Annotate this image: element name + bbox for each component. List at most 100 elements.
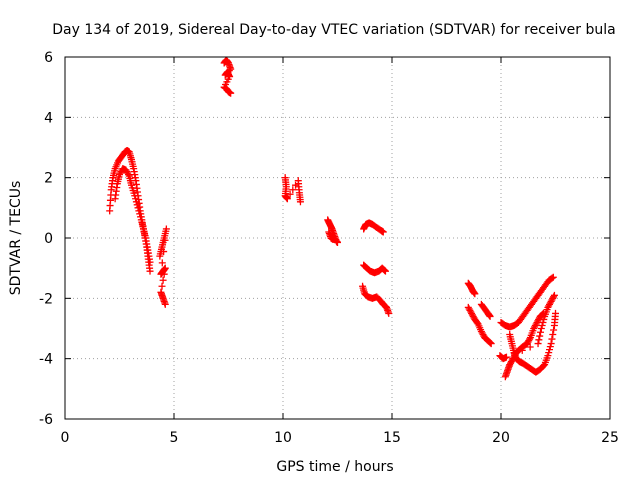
series-arc-4 <box>324 216 341 247</box>
data-point-plus <box>283 195 291 203</box>
data-point-plus <box>160 270 168 278</box>
data-point-plus <box>161 264 169 272</box>
data-point-plus <box>550 326 558 334</box>
data-point-plus <box>134 204 142 212</box>
y-tick-label: -4 <box>39 352 53 368</box>
data-point-plus <box>545 302 553 310</box>
data-point-plus <box>533 318 541 326</box>
series-arc-7c <box>506 309 559 376</box>
data-point-plus <box>468 311 476 319</box>
data-point-plus <box>468 309 476 317</box>
data-point-plus <box>526 343 534 351</box>
data-point-plus <box>478 329 486 337</box>
x-tick-label: 5 <box>170 430 179 446</box>
data-point-plus <box>465 305 473 313</box>
y-tick-label: 2 <box>44 171 53 187</box>
data-point-plus <box>161 300 169 308</box>
data-point-plus <box>552 309 559 317</box>
series-arc-1c <box>156 225 170 308</box>
data-point-plus <box>479 331 487 339</box>
data-point-plus <box>549 273 557 281</box>
data-point-plus <box>525 337 533 345</box>
data-point-plus <box>381 267 389 275</box>
data-point-plus <box>124 169 132 177</box>
data-point-plus <box>539 318 547 326</box>
data-point-plus <box>537 325 545 332</box>
data-point-plus <box>535 336 543 344</box>
data-point-plus <box>161 236 169 244</box>
series-arc-5b <box>360 261 389 277</box>
data-point-plus <box>296 198 304 206</box>
x-tick-label: 25 <box>601 430 619 446</box>
data-point-plus <box>123 168 131 176</box>
data-point-plus <box>162 225 170 233</box>
data-point-plus <box>116 171 123 179</box>
x-tick-label: 10 <box>274 430 292 446</box>
data-point-plus <box>385 309 393 317</box>
data-point-plus <box>507 359 515 367</box>
data-point-plus <box>540 315 548 323</box>
data-point-plus <box>135 207 143 215</box>
data-point-plus <box>146 258 154 266</box>
data-point-plus <box>546 346 554 354</box>
data-point-plus <box>146 267 154 275</box>
data-point-plus <box>473 319 481 327</box>
data-point-plus <box>530 325 538 332</box>
data-point-plus <box>538 321 546 329</box>
data-point-plus <box>531 321 539 329</box>
data-point-plus <box>486 338 494 346</box>
x-tick-label: 15 <box>383 430 401 446</box>
series-arc-6c <box>477 300 494 320</box>
data-point-plus <box>548 274 556 282</box>
data-point-plus <box>524 338 532 346</box>
x-axis-label: GPS time / hours <box>276 459 393 475</box>
data-point-plus <box>124 171 132 179</box>
chart-title: Day 134 of 2019, Sidereal Day-to-day VTE… <box>52 22 615 38</box>
data-point-plus <box>537 328 545 336</box>
series-arc-5c <box>359 282 393 317</box>
data-point-plus <box>534 340 542 348</box>
data-point-plus <box>132 198 140 206</box>
y-tick-label: 0 <box>44 231 53 247</box>
series-arc-6a <box>464 279 479 298</box>
x-tick-label: 20 <box>492 430 510 446</box>
y-axis-label: SDTVAR / TECUs <box>8 181 24 296</box>
data-point-plus <box>158 259 166 267</box>
data-point-plus <box>477 328 485 336</box>
data-point-plus <box>136 210 144 218</box>
data-point-plus <box>464 303 472 311</box>
data-point-plus <box>159 276 167 284</box>
data-point-plus <box>133 201 141 209</box>
y-tick-label: 6 <box>44 50 53 66</box>
data-point-plus <box>510 350 518 358</box>
data-point-plus <box>486 339 494 347</box>
data-point-plus <box>289 186 297 194</box>
data-point-plus <box>548 335 556 343</box>
data-point-plus <box>550 291 558 299</box>
data-point-plus <box>286 190 294 198</box>
data-point-plus <box>534 317 542 325</box>
data-point-plus <box>526 335 534 343</box>
data-point-plus <box>518 346 526 354</box>
series-arc-6b <box>464 303 495 348</box>
data-point-plus <box>536 332 544 340</box>
data-point-plus <box>548 296 556 304</box>
data-point-plus <box>467 308 475 316</box>
data-point-plus <box>227 89 235 97</box>
data-point-plus <box>550 293 558 301</box>
tick-layer: 0 5 10 15 20 25 -6 -4 -2 0 2 4 6 <box>39 50 619 446</box>
data-point-plus <box>471 290 479 298</box>
data-point-plus <box>116 169 124 177</box>
data-point-plus <box>158 282 166 290</box>
data-point-plus <box>544 352 552 360</box>
data-point-plus <box>160 248 168 256</box>
data-point-plus <box>549 331 557 339</box>
series-arc-5a <box>360 219 387 236</box>
data-point-plus <box>486 312 494 320</box>
data-point-plus <box>329 236 337 244</box>
data-point-plus <box>466 306 474 314</box>
x-tick-label: 0 <box>61 430 70 446</box>
series-arc-7a <box>497 273 557 331</box>
data-point-plus <box>546 300 554 308</box>
